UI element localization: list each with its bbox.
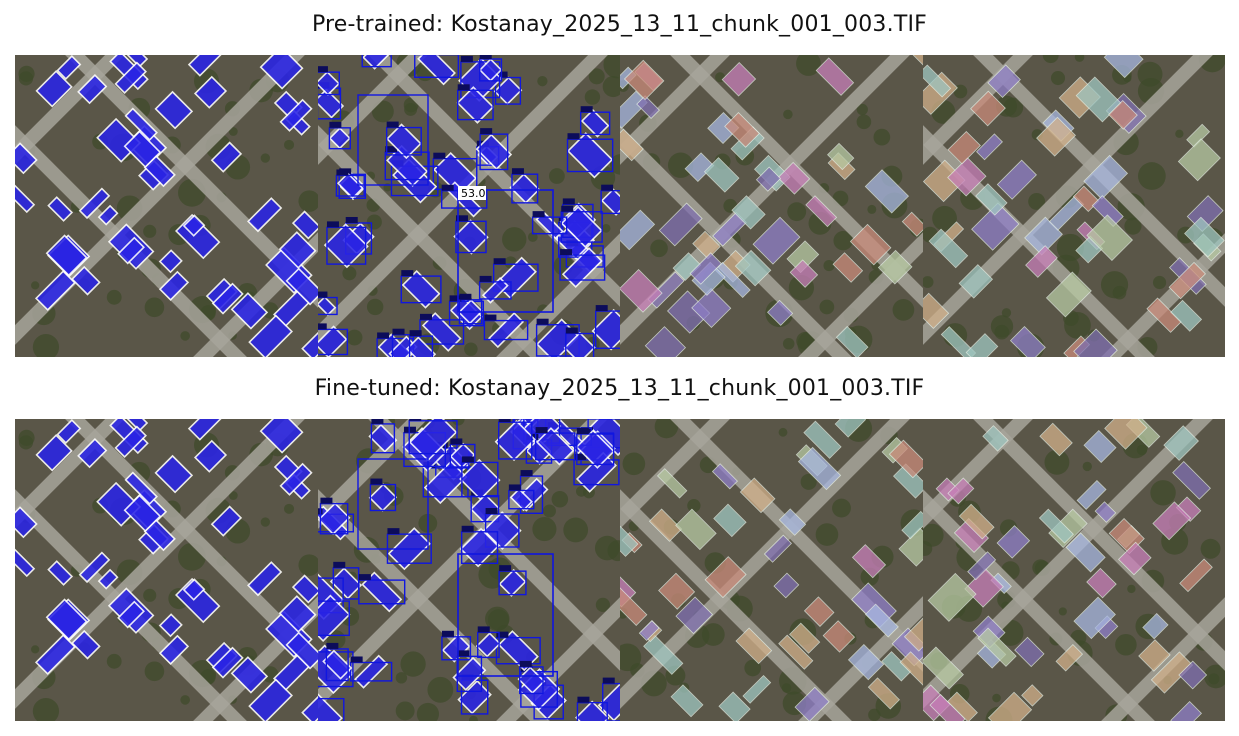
aerial-image [15,55,318,357]
aerial-image [317,419,620,721]
finetuned-instance-panel-b [922,419,1225,721]
finetuned-row [15,419,1225,721]
aerial-image [620,55,923,357]
pretrained-title: Pre-trained: Kostanay_2025_13_11_chunk_0… [311,12,928,37]
pretrained-instance-panel-a [620,55,923,357]
aerial-image: 53.0 [317,55,620,357]
finetuned-mask-panel [15,419,318,721]
aerial-image [922,55,1225,357]
pretrained-mask-panel [15,55,318,357]
aerial-image [922,419,1225,721]
pretrained-box-panel: 53.0 [317,55,620,357]
aerial-image [15,419,318,721]
pretrained-instance-panel-b [922,55,1225,357]
box-score-label: 53.0 [461,187,486,200]
pretrained-row: 53.0 [15,55,1225,357]
finetuned-instance-panel-a [620,419,923,721]
finetuned-title: Fine-tuned: Kostanay_2025_13_11_chunk_00… [314,376,925,401]
finetuned-box-panel [317,419,620,721]
aerial-image [620,419,923,721]
